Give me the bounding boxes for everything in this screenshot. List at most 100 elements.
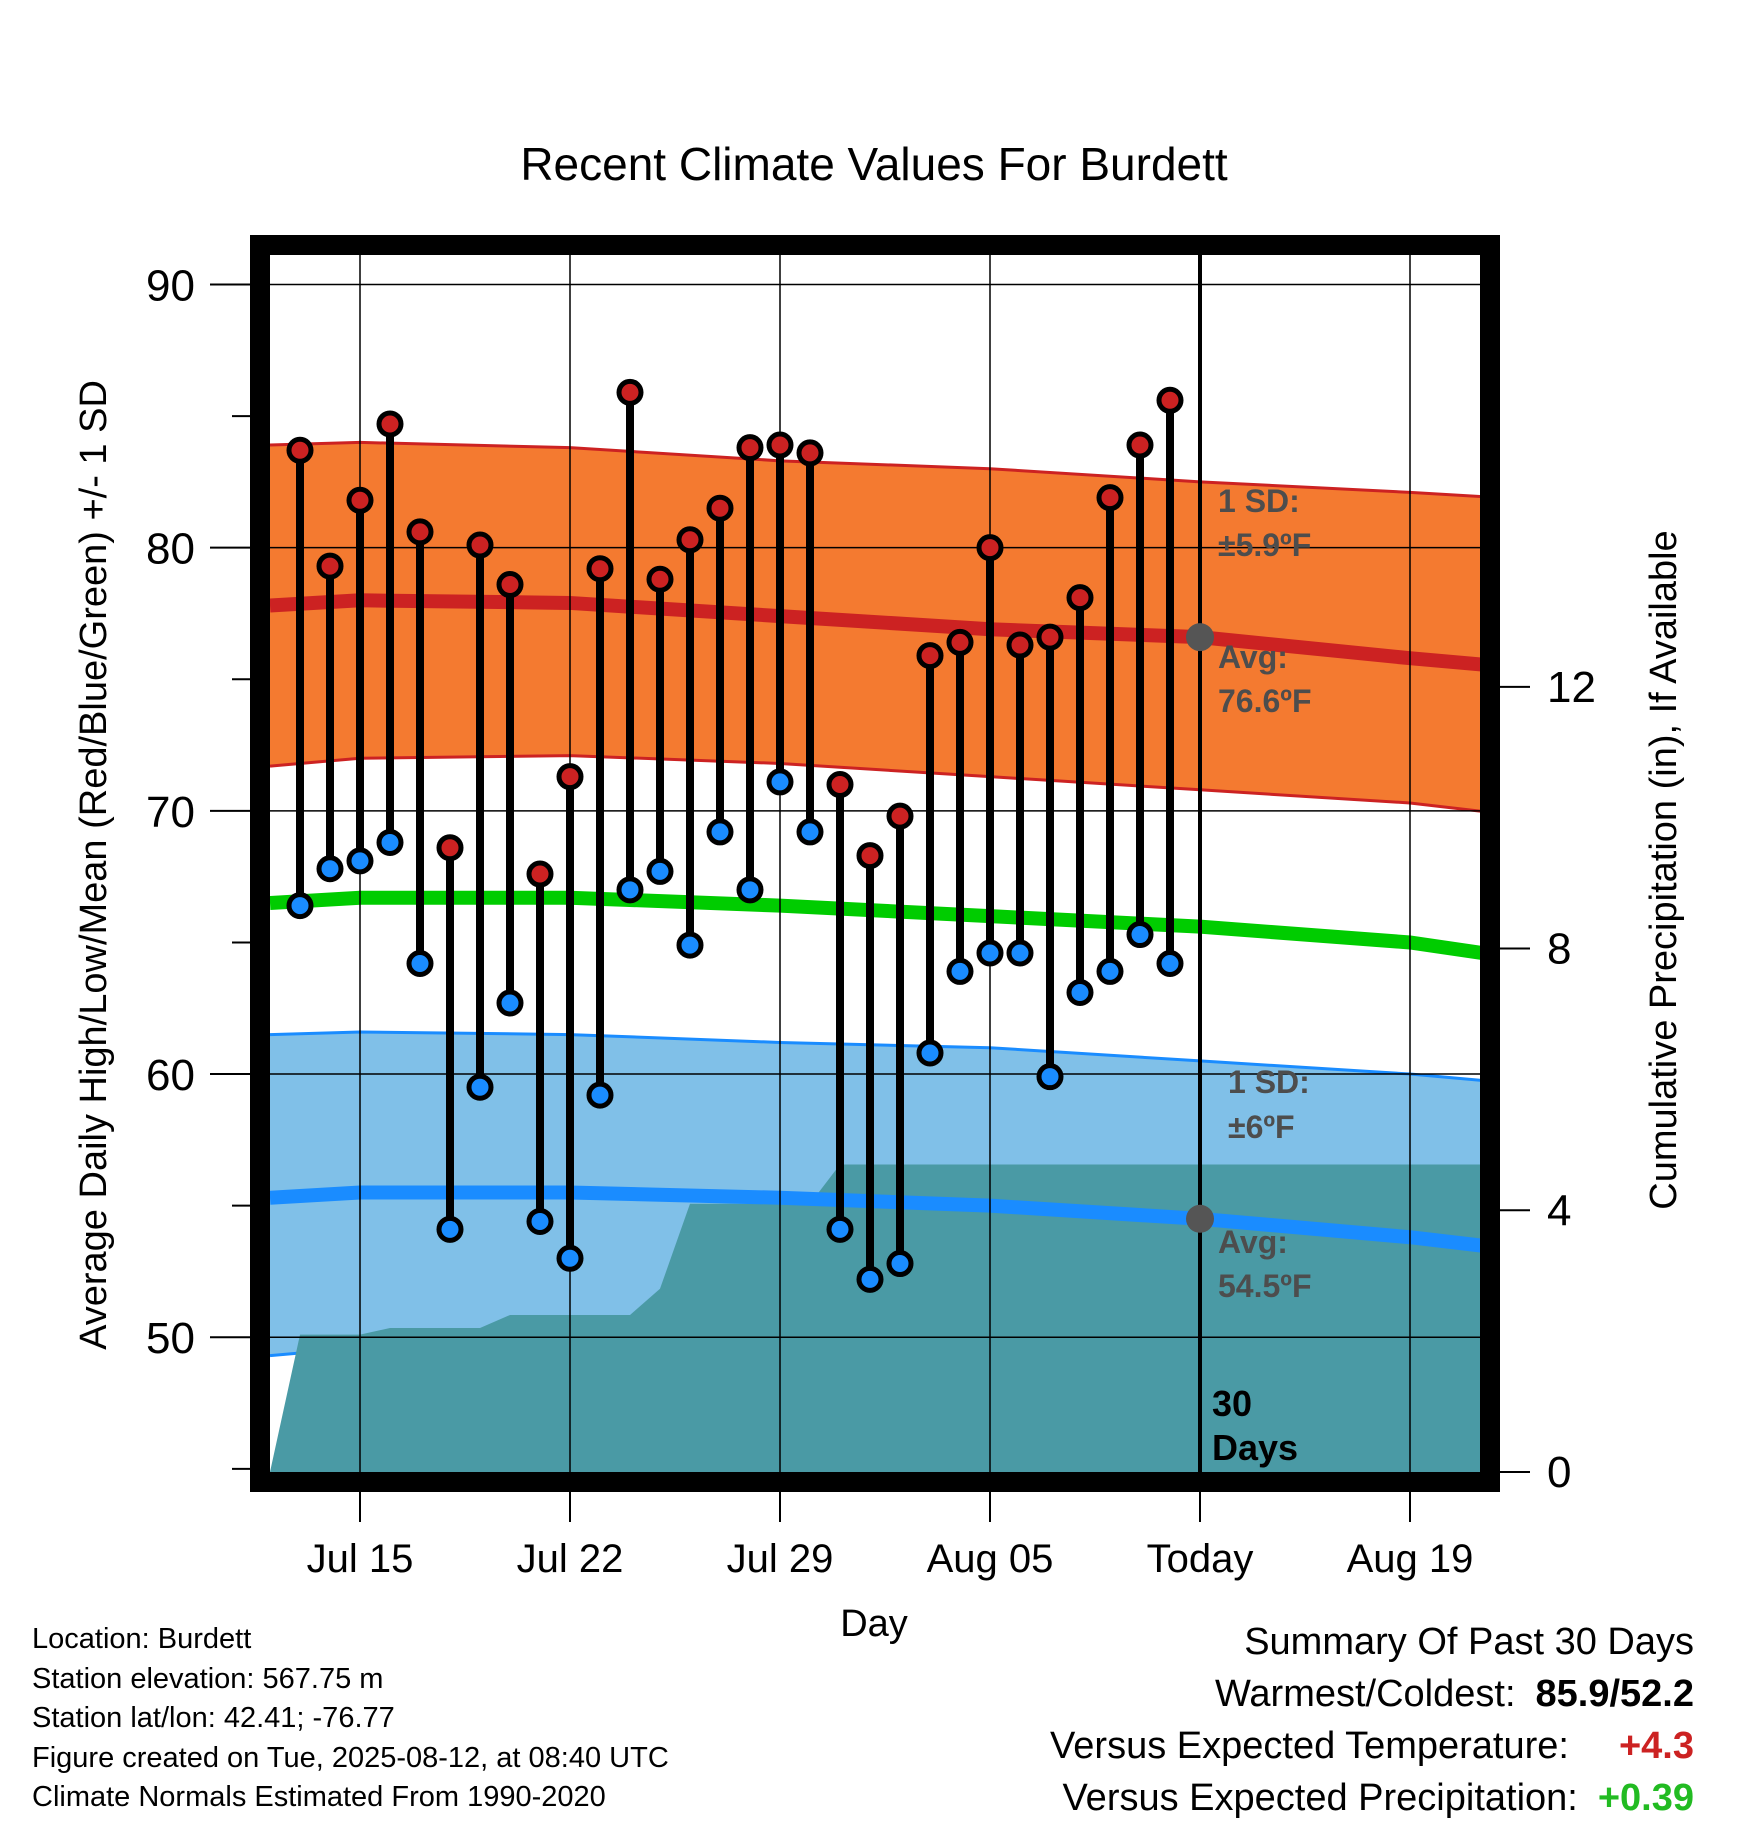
- y2-tick-label: 8: [1547, 925, 1571, 974]
- low-point: [586, 1081, 614, 1109]
- high-point: [946, 628, 974, 656]
- high-sd-lower-edge: [270, 754, 1480, 813]
- high-sd-upper-edge: [270, 440, 1480, 498]
- y-tick-label: 70: [146, 788, 195, 837]
- elevation-text: Station elevation: 567.75 m: [32, 1662, 384, 1695]
- y2-tick-label: 12: [1547, 663, 1596, 712]
- precip-area: [270, 1164, 1480, 1472]
- x-tick-label: Today: [1147, 1537, 1254, 1581]
- low-sd-upper-edge: [270, 1030, 1480, 1082]
- chart-title: Recent Climate Values For Burdett: [520, 138, 1228, 190]
- location-text: Location: Burdett: [32, 1623, 252, 1655]
- summary-heading: Summary Of Past 30 Days: [1244, 1621, 1694, 1663]
- station-info: Location: Burdett Station elevation: 567…: [32, 1620, 669, 1818]
- low-point: [706, 818, 734, 846]
- high-point: [766, 431, 794, 459]
- low-point: [496, 989, 524, 1017]
- today-normal-high-marker: [1186, 623, 1214, 652]
- y2-axis-label: Cumulative Precipitation (in), If Availa…: [1643, 530, 1685, 1209]
- low-avg-label: Avg:: [1218, 1224, 1288, 1260]
- x-tick-label: Aug 19: [1347, 1537, 1474, 1581]
- y2-tick-label: 0: [1547, 1448, 1571, 1497]
- temp-departure-label: Versus Expected Temperature:: [1050, 1725, 1569, 1767]
- low-sd-label: 1 SD:: [1228, 1064, 1310, 1100]
- low-point: [556, 1244, 584, 1272]
- high-point: [1006, 631, 1034, 659]
- high-sd-label: 1 SD:: [1218, 483, 1300, 519]
- x-axis-label: Day: [840, 1603, 908, 1645]
- high-point: [496, 571, 524, 599]
- high-point: [1036, 623, 1064, 651]
- y-tick-label: 50: [146, 1314, 195, 1363]
- y-tick-label: 80: [146, 525, 195, 574]
- high-point: [346, 486, 374, 514]
- low-point: [676, 931, 704, 959]
- high-point: [676, 526, 704, 554]
- high-point: [556, 763, 584, 791]
- x-tick-label: Jul 22: [517, 1537, 624, 1581]
- latlon-text: Station lat/lon: 42.41; -76.77: [32, 1702, 395, 1734]
- low-point: [766, 768, 794, 796]
- low-point: [436, 1215, 464, 1243]
- low-point: [916, 1039, 944, 1067]
- plot-frame: [250, 235, 1500, 1492]
- low-point: [856, 1265, 884, 1293]
- high-point: [316, 552, 344, 580]
- high-point: [886, 802, 914, 830]
- precip-departure-value: +0.39: [1597, 1777, 1694, 1819]
- high-point: [1096, 484, 1124, 512]
- normal-high-line: [270, 593, 1480, 672]
- low-point: [1036, 1063, 1064, 1091]
- summary-warmest-row: Warmest/Coldest: 85.9/52.2: [1050, 1668, 1694, 1720]
- summary-temp-row: Versus Expected Temperature: +4.3: [1050, 1720, 1694, 1772]
- high-point: [856, 842, 884, 870]
- low-avg-value: 54.5ºF: [1218, 1268, 1312, 1304]
- window-days-unit: Days: [1212, 1427, 1298, 1468]
- high-point: [376, 410, 404, 438]
- low-point: [946, 957, 974, 985]
- plot-clip-group: 1 SD: ±5.9ºF Avg: 76.6ºF 1 SD: ±6ºF Avg: 54.5ºF…: [270, 255, 1480, 1472]
- high-point: [1066, 584, 1094, 612]
- high-point: [736, 434, 764, 462]
- low-point: [826, 1215, 854, 1243]
- y2-tick-label: 4: [1547, 1186, 1571, 1235]
- low-point: [736, 876, 764, 904]
- low-point: [1126, 921, 1154, 949]
- x-tick-label: Jul 15: [307, 1537, 414, 1581]
- low-point: [316, 855, 344, 883]
- low-point: [646, 857, 674, 885]
- temp-departure-value: +4.3: [1618, 1725, 1694, 1767]
- normal-mean-line: [270, 890, 1480, 960]
- high-point: [826, 771, 854, 799]
- low-point: [886, 1250, 914, 1278]
- window-days-number: 30: [1212, 1383, 1252, 1424]
- high-avg-label: Avg:: [1218, 639, 1288, 675]
- high-point: [976, 534, 1004, 562]
- high-point: [616, 378, 644, 406]
- today-normal-low-marker: [1186, 1204, 1214, 1233]
- warmest-label: Warmest/Coldest:: [1214, 1673, 1516, 1715]
- x-tick-label: Jul 29: [727, 1537, 834, 1581]
- high-point: [706, 494, 734, 522]
- high-sd-value: ±5.9ºF: [1218, 527, 1311, 563]
- high-point: [796, 439, 824, 467]
- high-point: [1156, 386, 1184, 414]
- high-point: [586, 555, 614, 583]
- low-sd-value: ±6ºF: [1228, 1109, 1295, 1145]
- low-point: [616, 876, 644, 904]
- plot-area: 1 SD: ±5.9ºF Avg: 76.6ºF 1 SD: ±6ºF Avg: 54.5ºF…: [270, 255, 1480, 1472]
- low-point: [1156, 950, 1184, 978]
- low-point: [796, 818, 824, 846]
- summary-precip-row: Versus Expected Precipitation: +0.39: [1050, 1772, 1694, 1824]
- low-point: [406, 950, 434, 978]
- y-tick-label: 90: [146, 261, 195, 310]
- high-point: [646, 565, 674, 593]
- high-point: [436, 834, 464, 862]
- high-point: [406, 518, 434, 546]
- high-point: [916, 642, 944, 670]
- high-point: [286, 436, 314, 464]
- normal-low-line: [270, 1185, 1480, 1253]
- high-avg-value: 76.6ºF: [1218, 683, 1312, 719]
- low-point: [976, 939, 1004, 967]
